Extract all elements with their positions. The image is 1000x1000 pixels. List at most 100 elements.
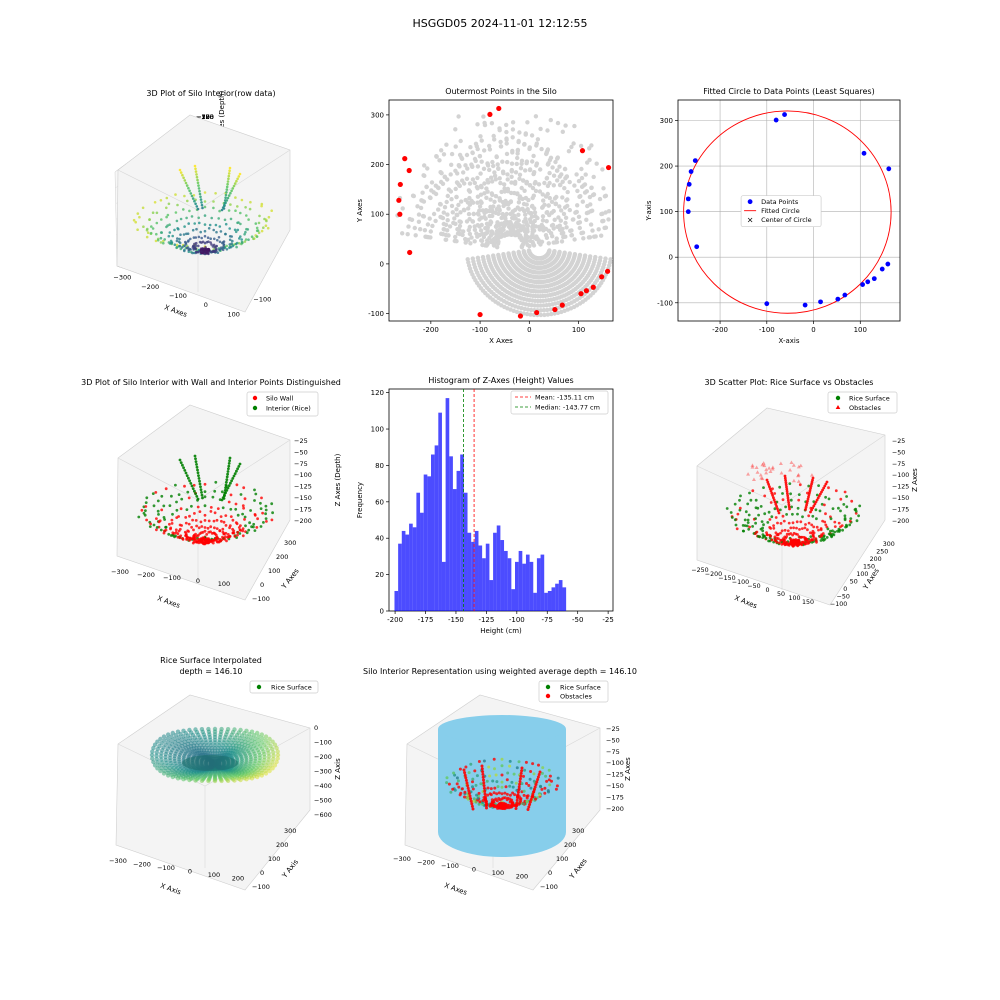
data-point — [159, 236, 163, 240]
data-point — [162, 516, 166, 519]
data-point — [182, 176, 185, 180]
y-tick-label: -100 — [657, 299, 673, 307]
data-point — [528, 238, 533, 244]
data-point — [505, 792, 509, 796]
data-point — [190, 484, 194, 488]
data-point — [241, 534, 245, 538]
data-point — [220, 498, 224, 502]
data-point — [229, 217, 233, 221]
data-point — [190, 194, 194, 198]
data-point — [528, 777, 532, 781]
data-point — [528, 307, 534, 313]
data-point — [239, 211, 242, 215]
data-point — [472, 224, 477, 229]
data-point — [240, 198, 244, 202]
data-point — [468, 794, 472, 798]
y-tick-label: 200 — [276, 553, 288, 561]
data-point — [514, 221, 519, 226]
histogram-bar — [445, 398, 450, 611]
data-point — [237, 242, 241, 245]
data-point — [575, 188, 580, 194]
z-tick-label: −50 — [892, 449, 905, 456]
data-point — [568, 228, 573, 233]
data-point — [827, 486, 830, 490]
surface-point — [169, 738, 174, 743]
data-point — [747, 513, 751, 517]
z-tick-label: −175 — [294, 505, 312, 513]
surface-point — [154, 750, 159, 755]
data-point — [524, 311, 530, 317]
data-point — [763, 512, 767, 516]
data-point — [260, 202, 264, 206]
data-point — [810, 540, 814, 544]
data-point — [577, 220, 583, 225]
data-point — [803, 526, 807, 530]
data-point — [761, 526, 764, 530]
data-point — [443, 237, 448, 242]
data-point — [168, 223, 171, 226]
data-point — [166, 224, 169, 227]
data-point — [266, 226, 270, 230]
data-point — [805, 501, 809, 505]
data-point — [768, 518, 772, 521]
y-tick-label: 200 — [660, 163, 673, 171]
x-tick-label: −300 — [109, 857, 127, 865]
data-point — [183, 249, 186, 253]
data-point — [500, 773, 504, 777]
data-point — [510, 215, 515, 221]
z-tick-label: −200 — [314, 753, 332, 761]
data-point — [773, 500, 777, 504]
silo-cylinder-bottom — [438, 807, 566, 857]
z-tick-label: −125 — [606, 771, 624, 779]
data-point — [171, 534, 175, 537]
data-point — [807, 493, 811, 497]
y-tick-label: 300 — [371, 111, 384, 119]
data-point — [183, 179, 187, 182]
data-point — [551, 173, 557, 178]
data-point — [194, 170, 198, 173]
legend-box — [510, 390, 609, 415]
data-point — [160, 218, 163, 221]
data-point — [806, 528, 809, 532]
data-point — [221, 527, 225, 531]
data-point — [167, 234, 171, 238]
histogram-bar — [401, 530, 406, 611]
data-point — [184, 181, 188, 185]
surface-point — [266, 751, 271, 756]
data-point — [207, 519, 211, 523]
data-point — [456, 202, 461, 208]
data-point — [814, 537, 818, 541]
data-point — [225, 244, 228, 248]
data-point — [555, 168, 560, 173]
z-tick-label: −25 — [892, 438, 905, 445]
data-point — [482, 781, 486, 785]
data-point — [514, 807, 518, 810]
data-point — [258, 214, 261, 218]
data-point — [194, 202, 197, 206]
data-point — [200, 493, 204, 497]
data-point — [149, 231, 153, 235]
data-point — [819, 528, 823, 532]
data-point — [223, 203, 226, 207]
data-point — [435, 185, 441, 190]
data-point — [425, 166, 430, 171]
data-point — [184, 521, 188, 525]
data-point — [151, 227, 155, 230]
histogram-bar — [562, 587, 567, 611]
data-point — [513, 170, 519, 175]
data-point — [220, 538, 224, 542]
data-point — [766, 480, 770, 484]
y-tick-label: -100 — [368, 310, 384, 318]
y-tick-label: 0 — [669, 254, 673, 262]
data-point — [473, 158, 478, 164]
data-point — [797, 493, 801, 496]
data-point — [176, 237, 179, 240]
data-point — [224, 222, 228, 226]
data-point — [858, 504, 862, 508]
data-point — [532, 218, 537, 224]
surface-point — [172, 736, 178, 741]
data-point — [246, 228, 250, 231]
data-point — [843, 517, 847, 520]
data-point — [225, 478, 229, 481]
